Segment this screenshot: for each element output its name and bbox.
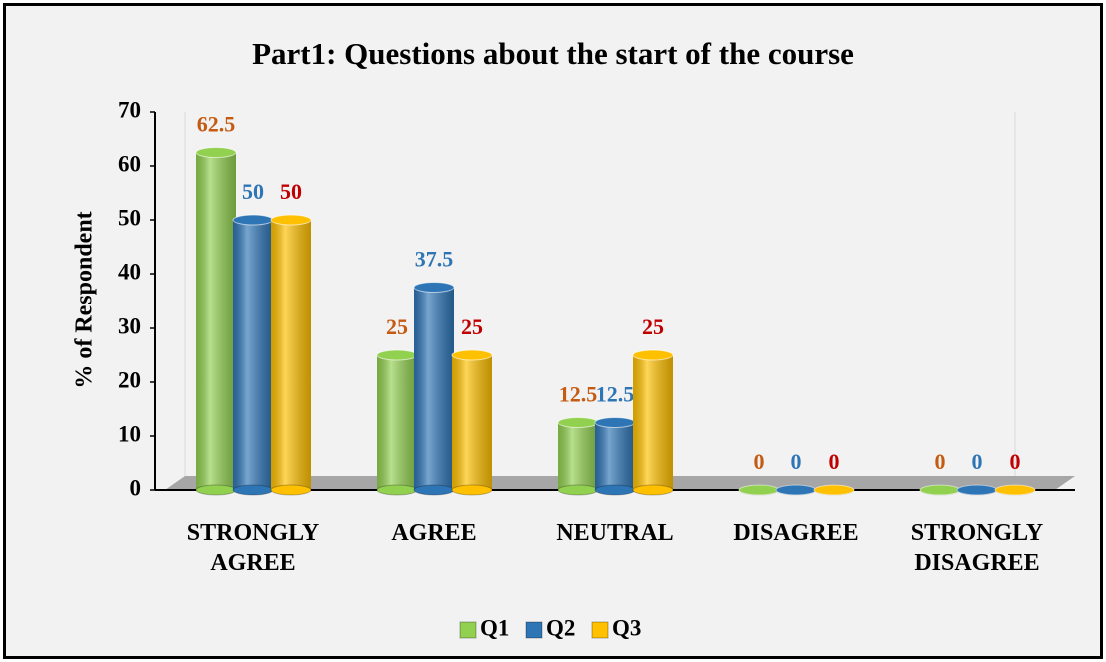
bar — [557, 417, 599, 496]
y-tick-label: 40 — [118, 259, 141, 284]
y-tick-label: 20 — [118, 367, 141, 392]
y-tick-label: 50 — [118, 205, 141, 230]
legend-label: Q3 — [612, 615, 641, 640]
bar-base — [594, 484, 636, 496]
data-label: 12.5 — [559, 382, 598, 407]
bar-top — [919, 484, 961, 496]
data-label: 25 — [461, 314, 483, 339]
data-label: 12.5 — [596, 382, 635, 407]
bar-top — [413, 282, 455, 293]
y-tick-label: 60 — [118, 151, 141, 176]
bar-base — [232, 484, 274, 496]
x-tick-label: DISAGREE — [733, 520, 859, 546]
bar-base — [451, 484, 493, 496]
bar — [738, 484, 780, 496]
bar — [195, 147, 237, 496]
bar-base — [413, 484, 455, 496]
bar-top — [270, 214, 312, 226]
bar-top — [195, 147, 237, 158]
data-label: 25 — [642, 314, 664, 339]
bar-top — [738, 484, 780, 496]
bar-top — [451, 349, 493, 361]
bar — [632, 349, 674, 496]
data-label: 0 — [754, 449, 765, 474]
data-label: 62.5 — [197, 112, 236, 137]
bar-top — [956, 484, 998, 496]
y-tick-label: 0 — [130, 475, 142, 500]
bar-top — [232, 214, 274, 226]
bar-shade — [595, 422, 635, 490]
x-tick-label: AGREE — [391, 520, 477, 546]
data-label: 0 — [1010, 449, 1021, 474]
data-label: 50 — [280, 179, 302, 204]
bar — [813, 484, 855, 496]
bar-shade — [271, 220, 311, 490]
legend-swatch — [525, 621, 543, 639]
bar-shade — [633, 355, 673, 490]
bar-base — [632, 484, 674, 496]
bar-shade — [558, 422, 598, 490]
y-tick-label: 10 — [118, 421, 141, 446]
bar-base — [195, 484, 237, 496]
bar-top — [632, 349, 674, 361]
legend-label: Q1 — [480, 615, 509, 640]
data-label: 0 — [791, 449, 802, 474]
legend-swatch — [591, 621, 609, 639]
x-tick-label: NEUTRAL — [556, 520, 674, 546]
bar-shade — [414, 287, 454, 490]
bar-base — [376, 484, 418, 496]
bar-top — [994, 484, 1036, 496]
data-label: 0 — [972, 449, 983, 474]
bar-base — [557, 484, 599, 496]
chart-title: Part1: Questions about the start of the … — [252, 36, 854, 71]
data-label: 25 — [386, 314, 408, 339]
bar — [956, 484, 998, 496]
bar — [376, 349, 418, 496]
data-label: 50 — [242, 179, 264, 204]
y-axis-label: % of Respondent — [72, 211, 98, 388]
bar — [413, 282, 455, 496]
bar-shade — [377, 355, 417, 490]
bar — [232, 214, 274, 496]
bar-shade — [233, 220, 273, 490]
bar-top — [376, 349, 418, 361]
y-tick-label: 70 — [118, 97, 141, 122]
data-label: 0 — [829, 449, 840, 474]
bar — [451, 349, 493, 496]
x-tick-label: STRONGLY DISAGREE — [910, 520, 1044, 576]
bar — [594, 417, 636, 496]
bar-shade — [196, 152, 236, 490]
bar-shade — [452, 355, 492, 490]
bar-top — [775, 484, 817, 496]
bar — [775, 484, 817, 496]
y-tick-label: 30 — [118, 313, 141, 338]
bar-base — [270, 484, 312, 496]
bar — [994, 484, 1036, 496]
data-label: 0 — [935, 449, 946, 474]
data-label: 37.5 — [415, 247, 454, 272]
bar-top — [557, 417, 599, 428]
bar-top — [594, 417, 636, 428]
legend-swatch — [459, 621, 477, 639]
chart-frame — [3, 3, 1103, 659]
legend-label: Q2 — [546, 615, 575, 640]
bar — [270, 214, 312, 496]
bar-top — [813, 484, 855, 496]
bar — [919, 484, 961, 496]
x-tick-label: STRONGLY AGREE — [186, 520, 320, 576]
